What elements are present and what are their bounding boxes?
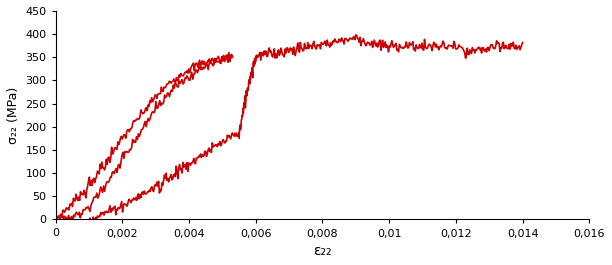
Y-axis label: σ₂₂ (MPa): σ₂₂ (MPa)	[7, 87, 20, 144]
X-axis label: ε₂₂: ε₂₂	[313, 244, 332, 258]
